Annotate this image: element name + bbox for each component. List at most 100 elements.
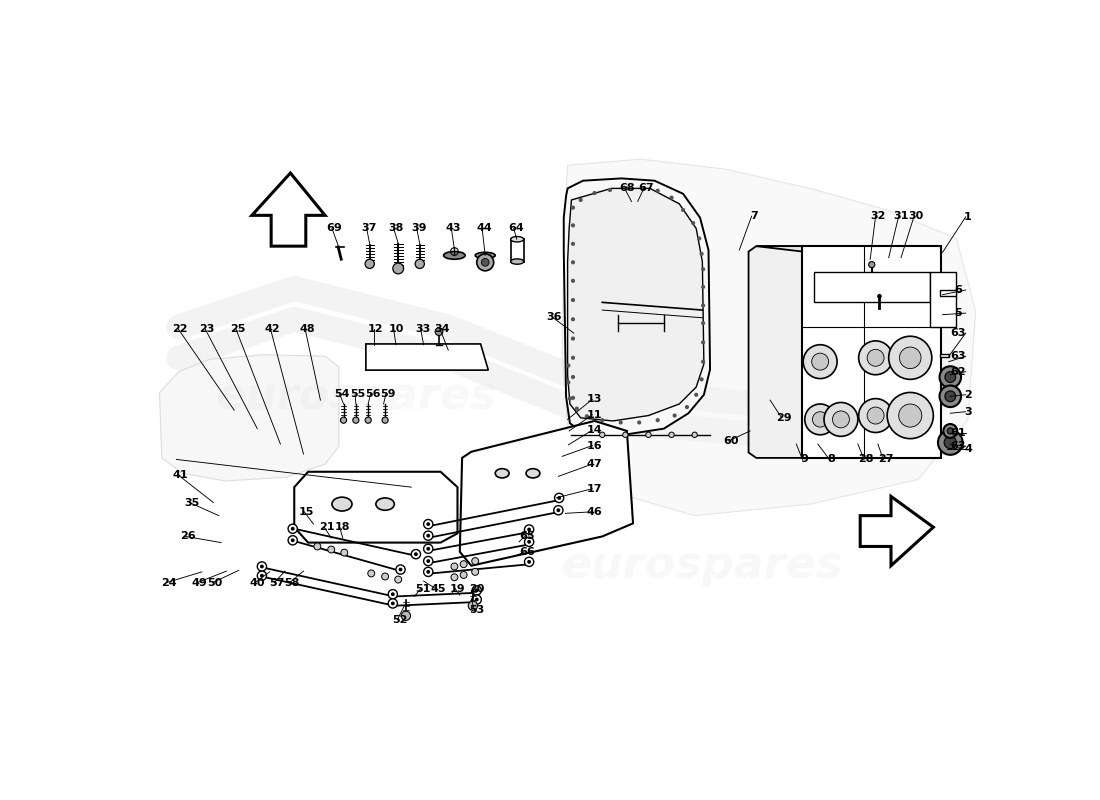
Ellipse shape <box>475 252 495 258</box>
Circle shape <box>580 198 582 202</box>
Circle shape <box>947 428 954 434</box>
FancyBboxPatch shape <box>939 290 957 296</box>
Circle shape <box>939 386 961 407</box>
Circle shape <box>702 268 704 270</box>
Text: 58: 58 <box>284 578 299 588</box>
Circle shape <box>944 436 956 449</box>
Text: 63: 63 <box>950 442 966 451</box>
Text: 21: 21 <box>319 522 334 532</box>
Text: 41: 41 <box>173 470 188 480</box>
Circle shape <box>260 565 264 568</box>
Polygon shape <box>568 188 704 421</box>
Circle shape <box>367 570 375 577</box>
Circle shape <box>451 563 458 570</box>
Text: 12: 12 <box>368 323 384 334</box>
Text: 55: 55 <box>350 389 365 399</box>
Circle shape <box>436 328 443 335</box>
Circle shape <box>805 404 836 434</box>
Circle shape <box>899 404 922 427</box>
Circle shape <box>685 406 689 409</box>
FancyBboxPatch shape <box>939 354 948 357</box>
Circle shape <box>702 322 704 325</box>
Circle shape <box>585 415 588 418</box>
Text: 25: 25 <box>230 323 245 334</box>
Circle shape <box>593 192 596 194</box>
Circle shape <box>288 536 297 545</box>
Text: 16: 16 <box>586 441 603 450</box>
Polygon shape <box>252 173 326 246</box>
Circle shape <box>938 430 962 455</box>
Circle shape <box>572 318 574 321</box>
Polygon shape <box>814 271 930 302</box>
Circle shape <box>900 347 921 369</box>
Text: 63: 63 <box>950 328 966 338</box>
Ellipse shape <box>443 251 465 259</box>
Circle shape <box>803 345 837 378</box>
Text: eurospares: eurospares <box>216 374 496 418</box>
Text: 53: 53 <box>469 606 484 615</box>
Circle shape <box>887 393 933 438</box>
Text: 44: 44 <box>476 223 493 234</box>
Text: 18: 18 <box>334 522 350 532</box>
Text: 63: 63 <box>950 351 966 362</box>
Circle shape <box>382 417 388 423</box>
Text: 38: 38 <box>388 223 404 234</box>
Text: 19: 19 <box>450 584 465 594</box>
Text: 30: 30 <box>909 211 924 221</box>
Text: eurospares: eurospares <box>562 544 843 587</box>
Circle shape <box>414 552 418 556</box>
Circle shape <box>572 242 574 246</box>
Circle shape <box>290 527 295 530</box>
Circle shape <box>390 602 395 606</box>
Text: 22: 22 <box>173 323 188 334</box>
Text: 52: 52 <box>392 614 407 625</box>
Text: 1: 1 <box>964 212 972 222</box>
Text: 39: 39 <box>411 223 427 234</box>
Text: 46: 46 <box>586 507 603 517</box>
Circle shape <box>670 196 673 199</box>
Circle shape <box>859 341 892 374</box>
Ellipse shape <box>526 469 540 478</box>
Text: 36: 36 <box>547 312 562 322</box>
Circle shape <box>257 562 266 571</box>
Circle shape <box>527 540 531 544</box>
Circle shape <box>572 357 574 359</box>
Text: 65: 65 <box>519 531 535 542</box>
Circle shape <box>572 337 574 340</box>
Circle shape <box>867 407 884 424</box>
Text: 15: 15 <box>299 507 315 517</box>
Text: 14: 14 <box>586 425 603 435</box>
Circle shape <box>472 568 478 575</box>
Circle shape <box>939 366 961 388</box>
Circle shape <box>669 432 674 438</box>
Text: 29: 29 <box>777 413 792 423</box>
Circle shape <box>702 286 704 288</box>
Circle shape <box>558 496 561 500</box>
Polygon shape <box>757 246 887 251</box>
Text: 57: 57 <box>268 578 284 588</box>
Text: 13: 13 <box>587 394 602 404</box>
Text: 37: 37 <box>361 223 376 234</box>
Circle shape <box>411 550 420 558</box>
Circle shape <box>424 519 433 529</box>
Circle shape <box>427 534 430 538</box>
Text: 33: 33 <box>415 323 430 334</box>
Text: 26: 26 <box>180 531 196 542</box>
Text: 61: 61 <box>950 428 966 438</box>
Circle shape <box>424 544 433 554</box>
Text: 5: 5 <box>954 308 961 318</box>
Text: 2: 2 <box>964 390 972 400</box>
Circle shape <box>566 364 570 367</box>
Circle shape <box>365 417 372 423</box>
Circle shape <box>525 538 533 546</box>
Ellipse shape <box>495 469 509 478</box>
Circle shape <box>572 224 574 226</box>
Text: 51: 51 <box>415 584 430 594</box>
Polygon shape <box>930 271 957 327</box>
Circle shape <box>460 561 467 568</box>
Circle shape <box>697 237 701 240</box>
Circle shape <box>427 559 430 563</box>
Circle shape <box>569 398 571 400</box>
Circle shape <box>527 527 531 531</box>
Circle shape <box>646 432 651 438</box>
